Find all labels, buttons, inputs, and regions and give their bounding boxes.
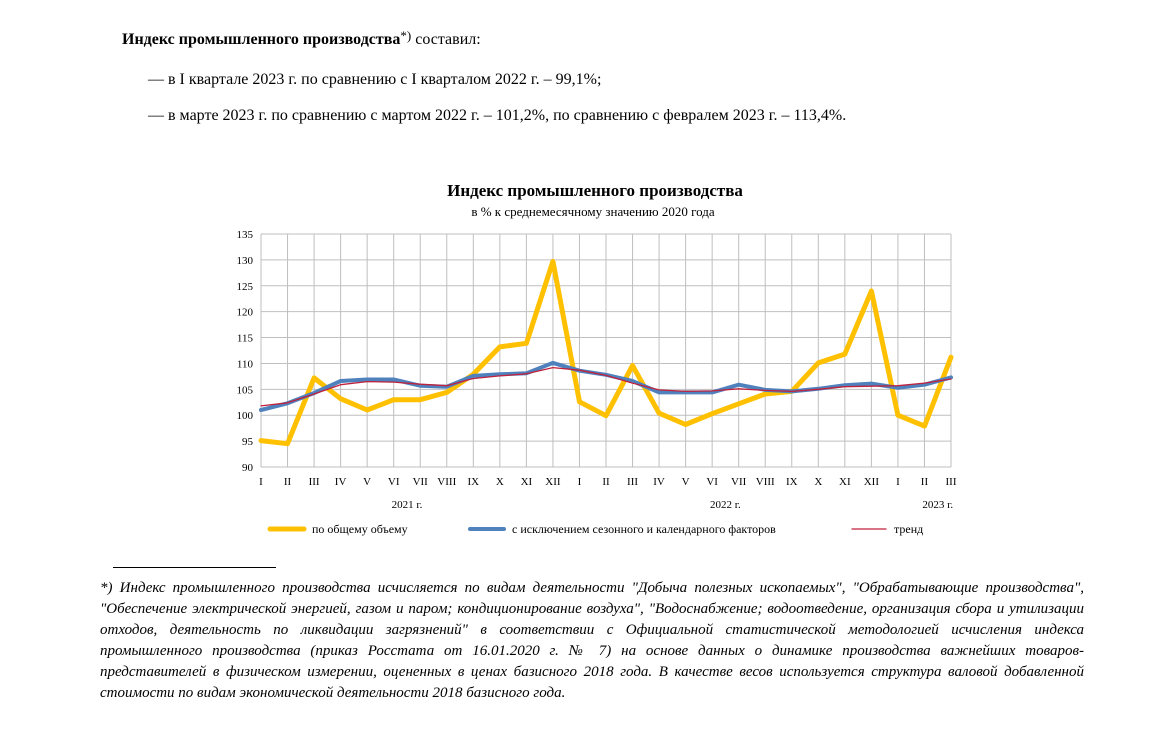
y-tick-label: 130 [237, 255, 254, 267]
y-tick-label: 90 [242, 462, 254, 474]
x-tick-label: V [363, 476, 371, 488]
x-tick-label: IV [653, 476, 665, 488]
x-tick-label: IV [335, 476, 347, 488]
y-tick-label: 105 [237, 384, 254, 396]
y-tick-label: 115 [237, 333, 254, 345]
y-axis: 90 95 100 105 110 115 120 125 130 135 [237, 229, 254, 474]
x-tick-label: III [627, 476, 638, 488]
x-axis: I II III IV V VI VII VIII IX X XI XII I II III IV V VI VII… [259, 476, 957, 488]
x-tick-label: V [682, 476, 690, 488]
y-tick-label: 125 [237, 281, 254, 293]
x-tick-label: XI [839, 476, 851, 488]
bullet-quarter: — в I квартале 2023 г. по сравнению с I … [148, 71, 602, 88]
year-labels: 2021 г. 2022 г. 2023 г. [392, 499, 954, 511]
x-tick-label: I [896, 476, 900, 488]
series-lines [258, 258, 954, 447]
footnote-mark: *) [400, 28, 412, 43]
y-tick-label: 100 [237, 410, 254, 422]
chart-title: Индекс промышленного производства [447, 181, 743, 200]
intro-lead-bold: Индекс промышленного производства [122, 31, 401, 48]
x-tick-label: X [496, 476, 504, 488]
grid [260, 233, 952, 468]
x-tick-label: III [309, 476, 320, 488]
x-tick-label: XI [521, 476, 533, 488]
series-line-1 [258, 258, 954, 447]
chart-subtitle: в % к среднемесячному значению 2020 года [471, 204, 715, 219]
intro-lead-rest: составил: [411, 31, 481, 48]
legend: по общему объему с исключением сезонного … [267, 522, 923, 536]
x-tick-label: XII [545, 476, 561, 488]
y-tick-label: 110 [237, 358, 254, 370]
legend-label: тренд [894, 522, 923, 536]
footnote-rule [113, 567, 276, 568]
x-tick-label: XII [864, 476, 880, 488]
legend-label: по общему объему [312, 522, 408, 536]
intro-line: Индекс промышленного производства*) сост… [122, 28, 481, 50]
x-tick-label: VI [388, 476, 400, 488]
year-label: 2021 г. [392, 499, 423, 511]
x-tick-label: II [921, 476, 929, 488]
x-tick-label: VIII [756, 476, 775, 488]
x-tick-label: I [259, 476, 263, 488]
footnote-text: *) Индекс промышленного производства исч… [100, 580, 1084, 701]
y-tick-label: 120 [237, 307, 254, 319]
legend-label: с исключением сезонного и календарного ф… [512, 522, 776, 536]
year-label: 2022 г. [710, 499, 741, 511]
chart: Индекс промышленного производства в % к … [237, 181, 957, 536]
x-tick-label: VII [731, 476, 747, 488]
series-line-3 [260, 366, 952, 407]
x-tick-label: III [946, 476, 957, 488]
x-tick-label: IX [468, 476, 480, 488]
x-tick-label: VII [413, 476, 429, 488]
footnote: *) Индекс промышленного производства исч… [100, 578, 1084, 704]
year-label: 2023 г. [922, 499, 953, 511]
y-tick-label: 95 [242, 436, 254, 448]
x-tick-label: II [602, 476, 610, 488]
x-tick-label: X [814, 476, 822, 488]
x-tick-label: I [578, 476, 582, 488]
x-tick-label: VI [706, 476, 718, 488]
x-tick-label: II [284, 476, 292, 488]
x-tick-label: IX [786, 476, 798, 488]
x-tick-label: VIII [437, 476, 456, 488]
y-tick-label: 135 [237, 229, 254, 241]
bullet-march: — в марте 2023 г. по сравнению с мартом … [148, 107, 847, 124]
